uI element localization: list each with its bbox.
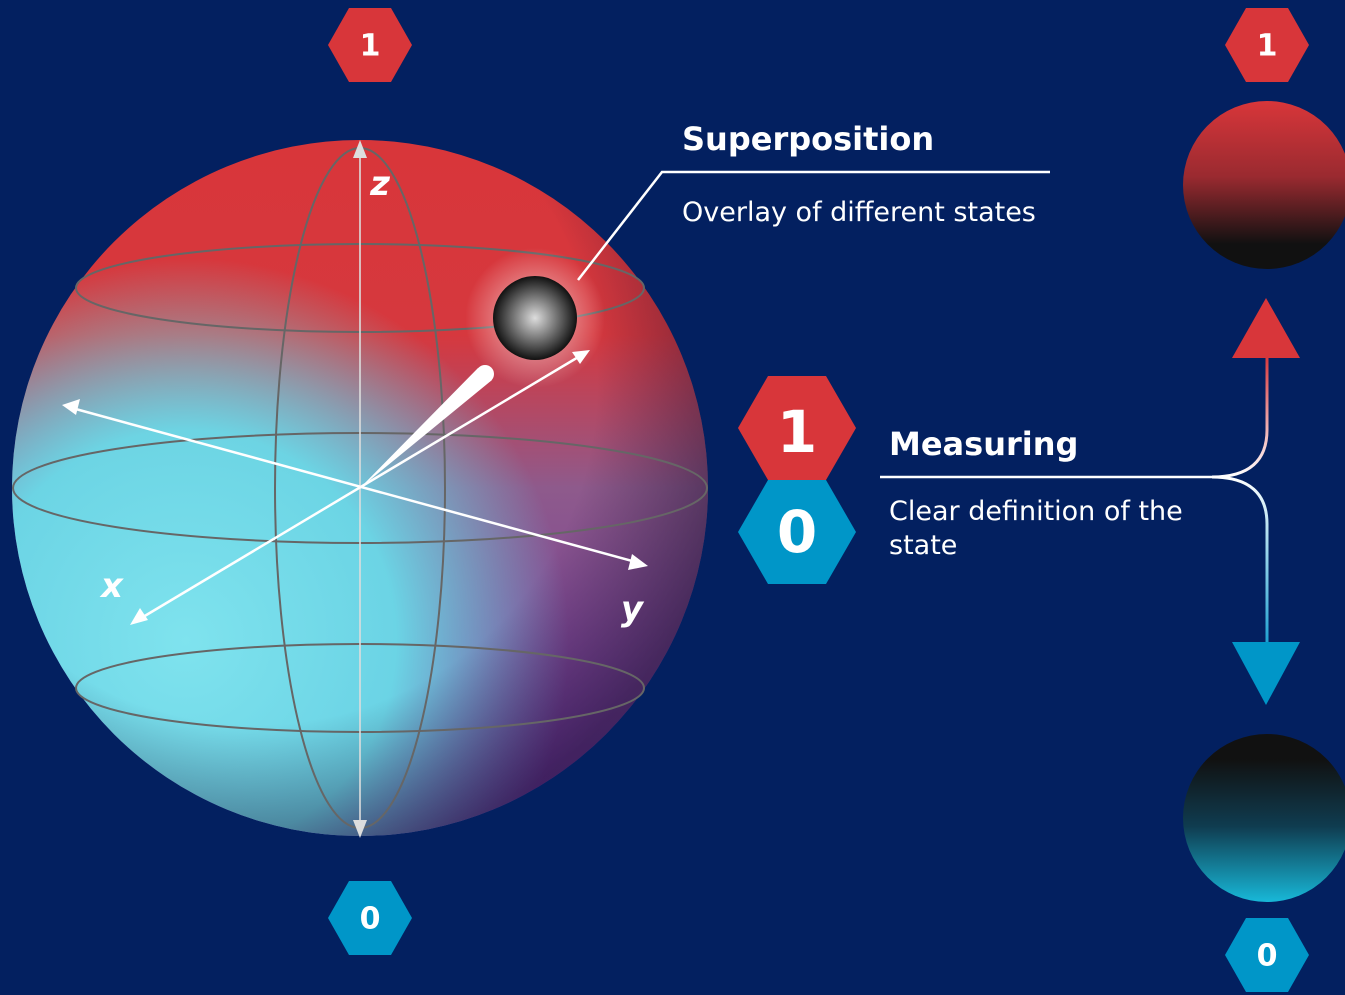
axis-label: x [99, 566, 124, 606]
callout-text: Overlay of different states [682, 197, 1036, 228]
state-badge: 1 [328, 8, 412, 82]
arrow-head [1232, 298, 1300, 358]
outcome-sphere [1183, 101, 1345, 269]
callout-title: Superposition [682, 120, 934, 158]
bloch-sphere: z x y [12, 140, 708, 838]
state-badge: 1 [1225, 8, 1309, 82]
page: z x y 1 0 1 0 1 0 Superposition Overlay … [0, 0, 1345, 995]
svg-text:1: 1 [1257, 29, 1278, 64]
svg-text:0: 0 [1257, 939, 1278, 974]
svg-text:0: 0 [777, 498, 817, 566]
axis-label: y [621, 589, 645, 629]
outcome-sphere [1183, 734, 1345, 902]
callout-title: Measuring [889, 425, 1078, 463]
state-badge: 0 [328, 881, 412, 955]
svg-text:1: 1 [777, 398, 817, 466]
axis-label: z [369, 164, 390, 204]
callout-text: Clear definition of the state [889, 495, 1234, 563]
state-badge: 0 [1225, 918, 1309, 992]
svg-text:0: 0 [360, 902, 381, 937]
measuring-badge: 1 0 [738, 376, 856, 584]
arrow-head [1232, 642, 1300, 705]
branch-line [1212, 355, 1267, 477]
svg-text:1: 1 [360, 29, 381, 64]
